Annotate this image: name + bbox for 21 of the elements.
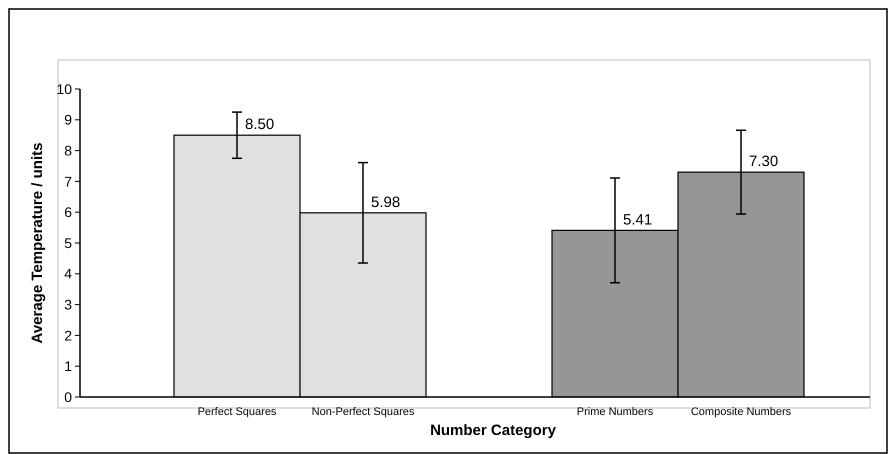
x-axis-title: Number Category: [430, 422, 557, 439]
y-tick-label: 9: [64, 112, 72, 128]
y-tick-label: 6: [64, 204, 72, 220]
y-tick-label: 2: [64, 327, 72, 344]
data-label: 5.41: [623, 211, 652, 228]
y-tick-label: 4: [64, 266, 72, 282]
y-tick-label: 7: [64, 173, 72, 190]
y-tick-label: 5: [64, 234, 72, 251]
x-tick-label: Composite Numbers: [690, 406, 792, 418]
y-tick-label: 3: [64, 296, 72, 312]
data-label: 8.50: [245, 116, 274, 134]
data-label: 7.30: [749, 153, 778, 170]
y-tick-label: 8: [64, 142, 72, 158]
x-tick-label: Prime Numbers: [576, 406, 654, 418]
data-label: 5.98: [371, 194, 400, 211]
x-tick-label: Perfect Squares: [198, 406, 277, 418]
x-tick-label: Non-Perfect Squares: [312, 406, 415, 418]
y-axis-title: Average Temperature / units: [29, 142, 46, 344]
y-tick-label: 10: [56, 80, 72, 97]
y-tick-label: 1: [64, 358, 72, 374]
y-tick-label: 0: [64, 388, 72, 405]
